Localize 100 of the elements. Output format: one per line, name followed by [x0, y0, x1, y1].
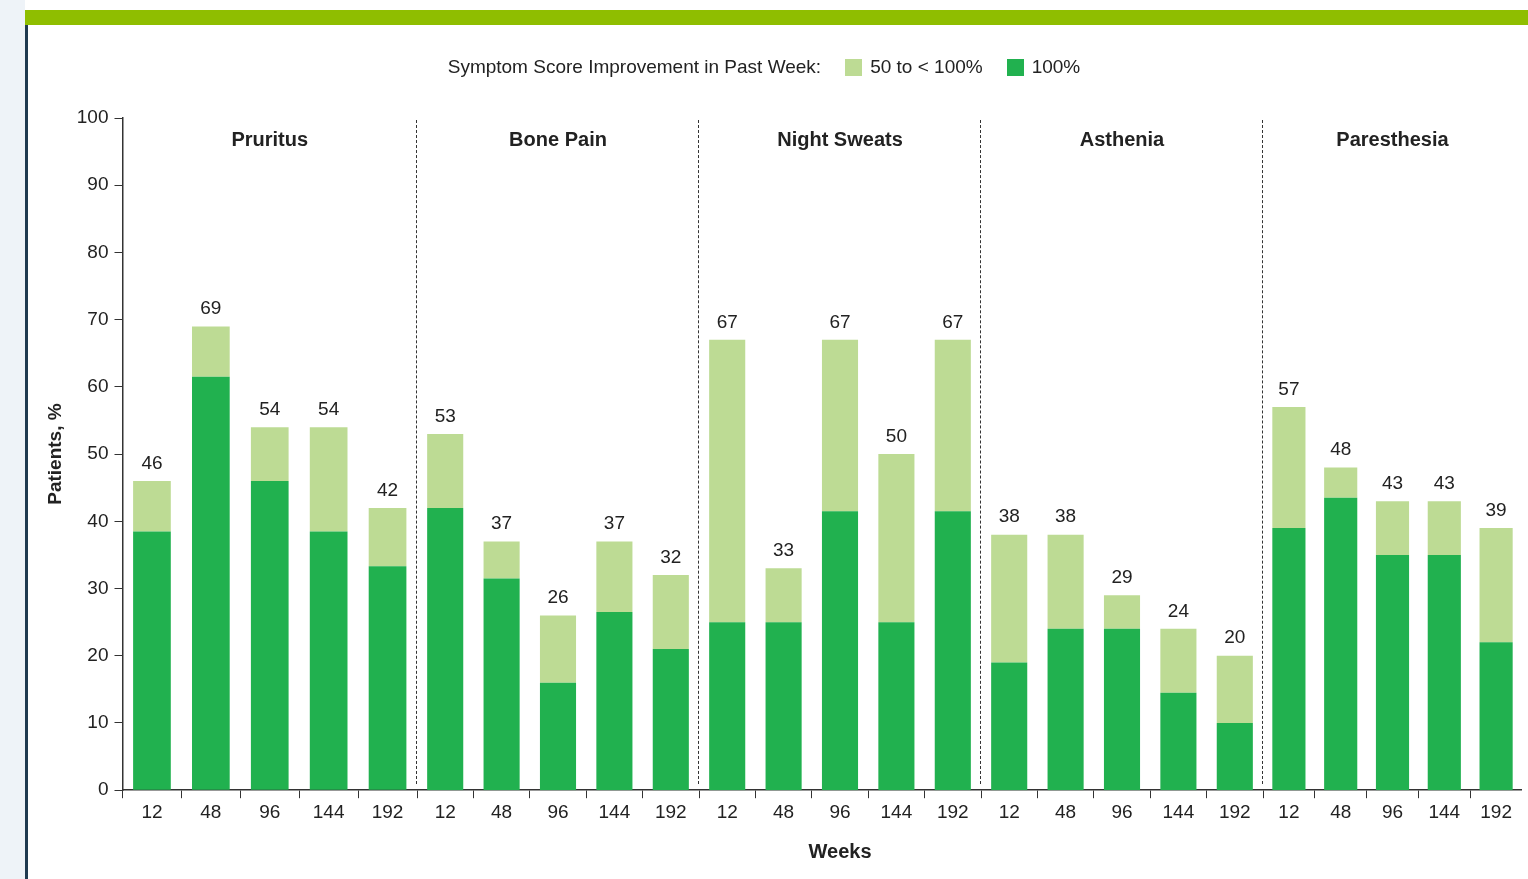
total-label: 67: [716, 310, 738, 332]
bar: [878, 454, 915, 623]
bar: [878, 622, 915, 791]
bar: [133, 531, 171, 790]
total-label: 46: [141, 451, 163, 473]
total-label: 67: [829, 310, 851, 332]
bar: [596, 612, 633, 791]
bar: [821, 339, 859, 512]
bar: [765, 568, 802, 623]
bar: [934, 511, 971, 791]
total-label: 38: [1055, 505, 1077, 527]
x-tick-label: 144: [598, 800, 631, 822]
x-tick-label: 12: [141, 800, 163, 822]
x-tick-label: 192: [654, 800, 687, 822]
text: Bone Pain: [509, 127, 607, 150]
bar: [192, 326, 230, 377]
bar: [133, 480, 171, 532]
bar: [1047, 628, 1084, 791]
bar: [309, 427, 348, 532]
text: Paresthesia: [1336, 127, 1450, 150]
bar: [1479, 528, 1513, 643]
text: Pruritus: [231, 127, 309, 150]
bar: [821, 511, 859, 791]
y-tick-label: 60: [87, 375, 109, 397]
bar: [1427, 554, 1461, 791]
bar: [1324, 467, 1358, 498]
x-tick-label: 48: [491, 800, 513, 822]
y-tick-label: 100: [76, 106, 109, 128]
total-label: 57: [1278, 377, 1300, 399]
bar: [1427, 501, 1461, 555]
bar: [652, 649, 689, 791]
x-tick-label: 12: [998, 800, 1020, 822]
bar: [483, 541, 520, 579]
bar: [1047, 534, 1084, 629]
bar: [991, 662, 1028, 791]
y-tick-label: 80: [87, 240, 109, 262]
bar: [1375, 554, 1410, 791]
x-tick-label: 12: [434, 800, 456, 822]
bar: [368, 566, 407, 790]
y-tick-label: 10: [87, 711, 109, 733]
total-label: 48: [1330, 438, 1352, 460]
total-label: 38: [998, 505, 1020, 527]
total-label: 53: [434, 404, 456, 426]
y-tick-label: 90: [87, 173, 109, 195]
bar: [1216, 655, 1253, 723]
bar: [539, 682, 577, 791]
legend-label: 50 to < 100%: [869, 56, 983, 78]
total-label: 42: [376, 478, 399, 500]
bar: [539, 615, 577, 683]
x-tick-label: 96: [1381, 800, 1404, 822]
text: Night Sweats: [777, 127, 903, 150]
x-tick-label: 12: [1278, 800, 1300, 822]
total-label: 26: [547, 586, 569, 608]
legend-label: 100%: [1030, 56, 1081, 78]
bar: [427, 433, 464, 508]
x-tick-label: 48: [200, 800, 222, 822]
bar: [765, 622, 802, 791]
legend-title: Symptom Score Improvement in Past Week:: [447, 56, 822, 78]
y-tick-label: 40: [87, 509, 109, 531]
total-label: 29: [1111, 566, 1133, 587]
bar: [1272, 528, 1306, 791]
total-label: 43: [1381, 471, 1404, 493]
y-tick-label: 50: [87, 442, 109, 464]
text: Asthenia: [1079, 127, 1166, 150]
x-tick-label: 192: [1480, 800, 1512, 822]
bar: [427, 507, 464, 791]
y-tick-label: 70: [87, 307, 109, 329]
bar: [309, 531, 348, 790]
x-tick-label: 192: [1218, 800, 1251, 822]
bar: [1160, 692, 1197, 791]
bar: [709, 339, 746, 623]
bar: [250, 480, 289, 790]
x-tick-label: 96: [547, 800, 569, 822]
x-tick-label: 12: [716, 800, 738, 822]
total-label: 20: [1224, 626, 1246, 648]
x-tick-label: 144: [1162, 800, 1195, 822]
bar: [1375, 501, 1410, 555]
x-tick-label: 144: [1428, 800, 1461, 822]
x-tick-label: 48: [1330, 800, 1352, 822]
x-tick-label: 144: [880, 800, 913, 822]
x-tick-label: 96: [829, 800, 851, 822]
bar: [1103, 628, 1141, 791]
bar: [991, 534, 1028, 663]
total-label: 37: [603, 512, 625, 534]
bar: [368, 507, 407, 567]
bar: [596, 541, 633, 613]
total-label: 33: [773, 539, 795, 561]
bar: [934, 339, 971, 512]
total-label: 67: [942, 310, 964, 332]
bar: [1160, 628, 1197, 693]
bar: [1103, 595, 1141, 629]
bar: [1324, 497, 1358, 791]
total-label: 69: [200, 297, 222, 319]
x-tick-label: 96: [259, 800, 281, 822]
x-axis-title: Weeks: [808, 839, 872, 862]
total-label: 24: [1167, 599, 1190, 621]
total-label: 54: [259, 397, 281, 419]
x-tick-label: 96: [1111, 800, 1133, 822]
bar: [1272, 407, 1306, 529]
y-tick-label: 20: [87, 643, 109, 665]
